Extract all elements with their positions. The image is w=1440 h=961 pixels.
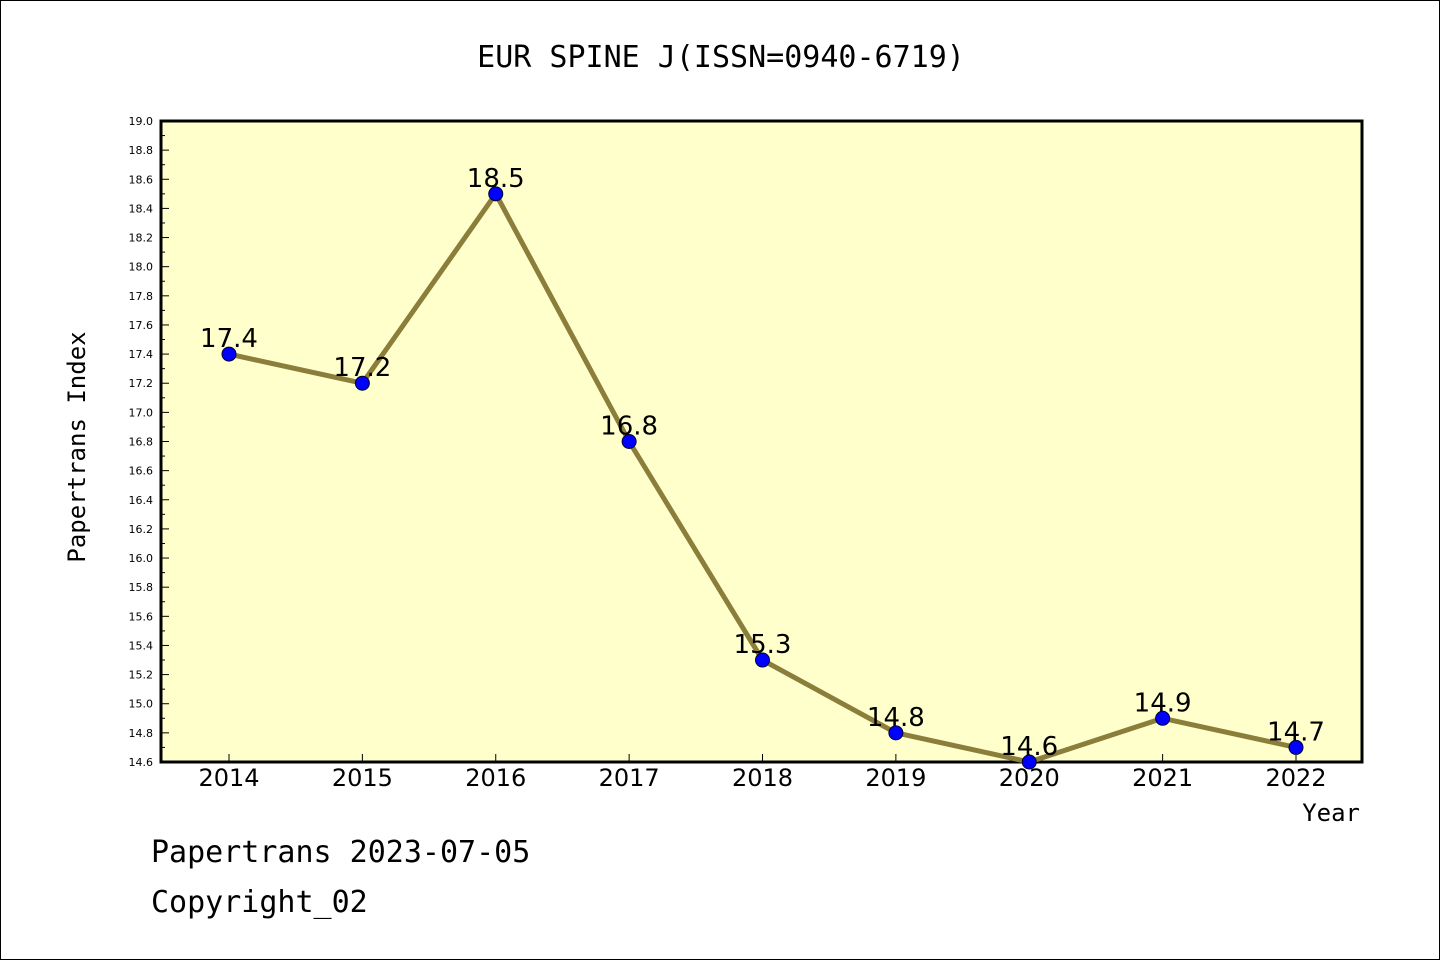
data-label: 15.3 bbox=[734, 630, 792, 660]
x-tick-label: 2015 bbox=[332, 764, 393, 792]
x-tick-label: 2019 bbox=[865, 764, 926, 792]
data-point bbox=[1288, 739, 1304, 755]
data-label: 14.8 bbox=[867, 703, 925, 733]
y-tick-label: 15.6 bbox=[129, 610, 154, 623]
y-tick-label: 15.4 bbox=[129, 639, 154, 652]
data-labels: 17.4 17.2 18.5 16.8 15.3 14.8 14.6 14.9 14.7 bbox=[200, 164, 1325, 762]
y-tick-label: 18.0 bbox=[129, 261, 154, 274]
data-point bbox=[1155, 710, 1171, 726]
data-label: 17.4 bbox=[200, 324, 258, 354]
x-tick-label: 2016 bbox=[465, 764, 526, 792]
series-layer bbox=[221, 186, 1304, 770]
y-tick-label: 18.8 bbox=[129, 144, 154, 157]
footer-copyright-text: Copyright_02 bbox=[151, 885, 368, 920]
y-tick-label: 17.6 bbox=[129, 319, 154, 332]
data-point bbox=[354, 375, 370, 391]
y-tick-label: 16.6 bbox=[129, 465, 154, 478]
y-tick-label: 14.8 bbox=[129, 727, 154, 740]
y-tick-label: 17.8 bbox=[129, 290, 154, 303]
data-point bbox=[221, 346, 237, 362]
x-axis-label: Year bbox=[1302, 799, 1360, 827]
y-tick-label: 15.0 bbox=[129, 698, 154, 711]
data-label: 14.7 bbox=[1267, 717, 1325, 747]
data-point bbox=[488, 186, 504, 202]
y-tick-label: 18.4 bbox=[129, 202, 154, 215]
y-tick-label: 14.6 bbox=[129, 756, 154, 769]
y-tick-label: 15.8 bbox=[129, 581, 154, 594]
y-tick-label: 18.6 bbox=[129, 173, 154, 186]
axis-ticks: 14.6 14.8 15.0 15.2 15.4 15.6 15.8 16.0 16.2 16.4… bbox=[129, 115, 1327, 792]
x-tick-label: 2017 bbox=[599, 764, 660, 792]
x-tick-label: 2018 bbox=[732, 764, 793, 792]
y-tick-label: 16.4 bbox=[129, 494, 154, 507]
y-tick-label: 17.4 bbox=[129, 348, 154, 361]
y-tick-label: 16.2 bbox=[129, 523, 154, 536]
data-label: 14.6 bbox=[1000, 732, 1058, 762]
x-tick-label: 2021 bbox=[1132, 764, 1193, 792]
y-tick-label: 17.0 bbox=[129, 406, 154, 419]
data-label: 18.5 bbox=[467, 164, 525, 194]
chart-title: EUR SPINE J(ISSN=0940-6719) bbox=[477, 40, 965, 75]
data-point bbox=[755, 652, 770, 668]
y-tick-label: 15.2 bbox=[129, 669, 154, 682]
data-label: 16.8 bbox=[600, 412, 658, 442]
footer-date-text: Papertrans 2023-07-05 bbox=[151, 835, 531, 870]
data-point bbox=[888, 725, 904, 741]
data-point bbox=[621, 434, 637, 449]
y-tick-label: 17.2 bbox=[129, 377, 154, 390]
y-tick-label: 16.0 bbox=[129, 552, 154, 565]
x-tick-label: 2022 bbox=[1265, 764, 1326, 792]
x-tick-label: 2014 bbox=[198, 764, 259, 792]
data-point bbox=[1021, 754, 1037, 770]
data-label: 14.9 bbox=[1134, 688, 1192, 718]
data-label: 17.2 bbox=[333, 353, 391, 383]
y-tick-label: 16.8 bbox=[129, 436, 154, 449]
y-tick-label: 19.0 bbox=[129, 115, 154, 128]
y-axis-label: Papertrans Index bbox=[63, 331, 91, 562]
y-tick-label: 18.2 bbox=[129, 232, 154, 245]
